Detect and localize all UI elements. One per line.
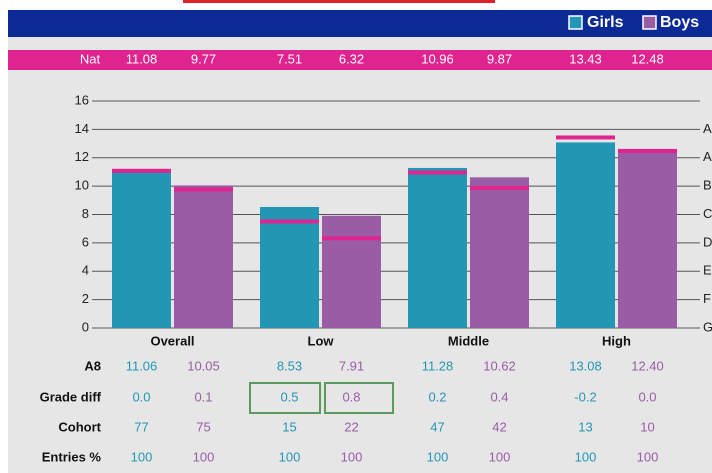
table-value: 100 bbox=[575, 449, 597, 464]
table-value: -0.2 bbox=[574, 389, 596, 404]
header-bar bbox=[8, 10, 712, 37]
nat-row bbox=[8, 50, 712, 70]
nat-value: 6.32 bbox=[339, 51, 364, 66]
table-value: 0.0 bbox=[638, 389, 656, 404]
table-value: 0.1 bbox=[194, 389, 212, 404]
tab-accent bbox=[183, 0, 495, 3]
y-tick-label: 6 bbox=[82, 234, 89, 249]
table-value: 0.4 bbox=[490, 389, 508, 404]
grade-label: A bbox=[703, 121, 712, 136]
row-label: Cohort bbox=[58, 419, 101, 434]
a8-value: 11.28 bbox=[422, 358, 454, 373]
table-value: 15 bbox=[282, 419, 296, 434]
legend-swatch bbox=[568, 15, 583, 30]
table-value: 0.0 bbox=[132, 389, 150, 404]
nat-value: 12.48 bbox=[631, 51, 664, 66]
nat-marker bbox=[408, 170, 467, 175]
a8-value: 7.91 bbox=[339, 358, 364, 373]
bar bbox=[618, 152, 677, 328]
table-value: 100 bbox=[637, 449, 659, 464]
nat-marker bbox=[470, 185, 529, 190]
table-value: 100 bbox=[489, 449, 511, 464]
table-value: 0.8 bbox=[342, 389, 360, 404]
table-value: 22 bbox=[344, 419, 358, 434]
row-label: Entries % bbox=[42, 449, 102, 464]
a8-value: 8.53 bbox=[277, 358, 302, 373]
a8-value: 11.06 bbox=[126, 358, 158, 373]
y-tick-label: 14 bbox=[75, 121, 89, 136]
legend-swatch bbox=[642, 15, 657, 30]
bar bbox=[322, 215, 381, 328]
table-value: 13 bbox=[578, 419, 592, 434]
x-tick-label: Low bbox=[308, 333, 335, 348]
y-tick-label: 16 bbox=[75, 92, 89, 107]
table-value: 42 bbox=[492, 419, 506, 434]
x-tick-label: High bbox=[602, 333, 631, 348]
nat-marker bbox=[174, 187, 233, 192]
grade-label: C bbox=[703, 206, 712, 221]
nat-value: 9.87 bbox=[487, 51, 512, 66]
a8-value: 10.05 bbox=[187, 358, 220, 373]
table-value: 75 bbox=[196, 419, 210, 434]
nat-value: 7.51 bbox=[277, 51, 302, 66]
bar bbox=[470, 177, 529, 328]
y-tick-label: 2 bbox=[82, 291, 89, 306]
bar bbox=[556, 142, 615, 328]
grade-label: F bbox=[703, 291, 711, 306]
grade-label: A bbox=[703, 149, 712, 164]
grade-label: G bbox=[703, 319, 712, 334]
nat-marker bbox=[260, 219, 319, 224]
a8-value: 13.08 bbox=[569, 358, 602, 373]
a8-value: 12.40 bbox=[631, 358, 664, 373]
bar bbox=[174, 185, 233, 328]
x-tick-label: Overall bbox=[150, 333, 194, 348]
highlight-box bbox=[324, 382, 394, 414]
nat-value: 10.96 bbox=[421, 51, 454, 66]
nat-label: Nat bbox=[80, 51, 101, 66]
row-label: A8 bbox=[84, 358, 101, 373]
table-value: 100 bbox=[279, 449, 301, 464]
nat-marker bbox=[322, 236, 381, 241]
y-tick-label: 0 bbox=[82, 319, 89, 334]
y-tick-label: 10 bbox=[75, 178, 89, 193]
table-value: 100 bbox=[131, 449, 153, 464]
table-value: 0.5 bbox=[280, 389, 298, 404]
table-value: 100 bbox=[427, 449, 449, 464]
nat-value: 9.77 bbox=[191, 51, 216, 66]
nat-marker bbox=[618, 148, 677, 153]
nat-marker bbox=[112, 168, 171, 173]
table-value: 0.2 bbox=[428, 389, 446, 404]
legend-label: Boys bbox=[660, 14, 699, 31]
nat-marker bbox=[556, 135, 615, 140]
bar bbox=[408, 167, 467, 328]
legend-label: Girls bbox=[587, 14, 624, 31]
table-value: 47 bbox=[430, 419, 444, 434]
bar bbox=[260, 206, 319, 328]
table-value: 100 bbox=[193, 449, 215, 464]
table-value: 10 bbox=[640, 419, 654, 434]
grade-label: D bbox=[703, 234, 712, 249]
nat-value: 11.08 bbox=[126, 51, 158, 66]
y-tick-label: 8 bbox=[82, 206, 89, 221]
y-tick-label: 12 bbox=[75, 149, 89, 164]
nat-value: 13.43 bbox=[569, 51, 602, 66]
highlight-box bbox=[249, 382, 321, 414]
table-value: 77 bbox=[134, 419, 148, 434]
grade-label: E bbox=[703, 263, 712, 278]
a8-value: 10.62 bbox=[483, 358, 516, 373]
row-label: Grade diff bbox=[40, 389, 102, 404]
bar bbox=[112, 171, 171, 328]
y-tick-label: 4 bbox=[82, 263, 89, 278]
grade-label: B bbox=[703, 178, 712, 193]
x-tick-label: Middle bbox=[448, 333, 489, 348]
table-value: 100 bbox=[341, 449, 363, 464]
